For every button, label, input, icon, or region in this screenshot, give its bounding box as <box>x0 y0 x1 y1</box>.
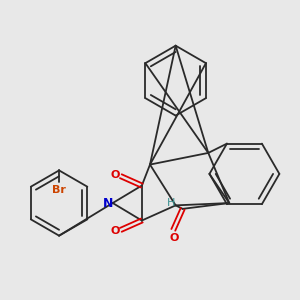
Text: N: N <box>103 196 113 209</box>
Text: O: O <box>170 233 179 243</box>
Text: Br: Br <box>52 185 66 195</box>
Text: O: O <box>110 226 120 236</box>
Text: H: H <box>167 198 175 208</box>
Text: O: O <box>110 170 120 180</box>
